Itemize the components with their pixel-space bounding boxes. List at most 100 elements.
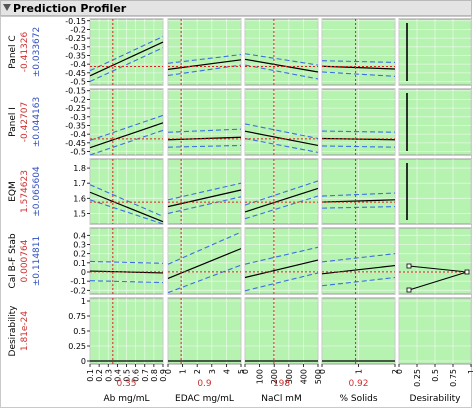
panel-1-2[interactable] [244, 88, 319, 156]
x-tick-label: 200 [270, 369, 279, 384]
fit-line-0-1 [167, 59, 242, 70]
x-tick-label: 0.2 [95, 369, 104, 382]
response-value: 1.574623 [20, 170, 30, 213]
ci-lower-line-0-1 [167, 64, 242, 76]
response-value: 1.81e-24 [20, 311, 30, 352]
y-tick-label: -0.5 [70, 148, 86, 157]
y-tick-label: -0.2 [70, 286, 86, 295]
factor-current-value: 0.9 [197, 379, 212, 389]
y-tick-label: -0.2 [70, 95, 86, 104]
fit-line-2-1 [167, 189, 242, 208]
y-tick-label: -0.35 [65, 121, 86, 130]
factor-name: NaCl mM [261, 394, 301, 404]
y-tick-label: 1.7 [73, 179, 86, 188]
ci-upper-line-1-0 [89, 114, 164, 141]
response-ci: ±0.044163 [32, 97, 42, 147]
y-tick-label: 0.75 [68, 312, 86, 321]
x-tick-label: 0 [395, 369, 404, 374]
ci-lower-line-1-0 [89, 129, 164, 156]
y-tick-label: -0.35 [65, 51, 86, 60]
response-value: 0.000764 [20, 239, 30, 282]
collapse-triangle-icon[interactable] [3, 4, 11, 11]
ci-lower-line-1-2 [244, 137, 319, 153]
ci-upper-line-3-1 [167, 231, 242, 265]
y-tick-label: -0.25 [65, 104, 86, 113]
response-name: Desirability [8, 305, 18, 357]
response-ci: ±0.065604 [32, 166, 42, 217]
ci-upper-line-0-3 [321, 60, 396, 63]
ci-lower-line-3-2 [244, 272, 319, 292]
x-tick-label: 0.6 [132, 369, 141, 382]
y-tick-label: -0.3 [70, 113, 86, 122]
ci-lower-line-1-3 [321, 145, 396, 148]
ci-upper-line-0-1 [167, 54, 242, 64]
x-tick-label: 0.4 [113, 369, 122, 382]
x-tick-label: 0 [241, 369, 250, 374]
y-tick-label: 0.2 [73, 250, 86, 259]
ci-lower-line-2-2 [244, 195, 319, 220]
y-tick-label: -0.2 [70, 25, 86, 34]
y-tick-label: 1.5 [73, 209, 86, 218]
profiler-frame: -0.15 -0.2 -0.25 -0.3 -0.35 -0.4 -0.45 -0.5 Pane… [0, 16, 473, 409]
ci-upper-line-0-0 [89, 36, 164, 72]
y-tick-label: -0.45 [65, 69, 86, 78]
ci-upper-line-2-0 [89, 184, 164, 217]
x-tick-label: 100 [256, 369, 265, 384]
y-tick-label: 0 [81, 357, 86, 366]
ci-lower-line-3-0 [89, 280, 164, 284]
x-tick-label: 0 [164, 369, 173, 374]
x-tick-label: 5 [237, 369, 246, 374]
factor-name: EDAC mg/mL [175, 394, 234, 404]
y-tick-label: -0.15 [65, 87, 86, 96]
x-tick-label: 0.25 [413, 369, 422, 387]
x-tick-label: 0.9 [159, 369, 168, 382]
response-name: Cal B-F Stab [8, 233, 18, 288]
x-tick-label: 500 [314, 369, 323, 384]
ci-lower-line-0-3 [321, 71, 396, 77]
x-tick-label: 1 [355, 369, 364, 374]
ci-lower-line-0-2 [244, 64, 319, 80]
fit-line-0-0 [89, 41, 164, 77]
desirability-handle-1[interactable] [406, 287, 412, 293]
factor-current-value: 198 [273, 379, 290, 389]
y-tick-label: 0.5 [73, 327, 86, 336]
ci-lower-line-3-3 [321, 276, 396, 287]
ci-lower-line-0-0 [89, 47, 164, 83]
y-tick-label: 0.4 [73, 231, 86, 240]
ci-lower-line-2-1 [167, 196, 242, 214]
y-tick-label: 0.25 [68, 342, 86, 351]
y-tick-label: -0.4 [70, 130, 86, 139]
fit-line-3-1 [167, 248, 242, 279]
desirability-handle-2[interactable] [464, 269, 470, 275]
y-tick-label: 1 [81, 297, 86, 306]
factor-name: Ab mg/mL [103, 394, 149, 404]
x-tick-label: 0.1 [86, 369, 95, 382]
fit-line-1-2 [244, 130, 319, 147]
prediction-profiler-chart[interactable]: -0.15-0.2-0.25-0.3-0.35-0.4-0.45-0.5Pane… [1, 17, 473, 409]
panel-0-1[interactable] [167, 18, 242, 86]
fit-line-1-0 [89, 122, 164, 149]
y-tick-label: 0 [81, 268, 86, 277]
panel-1-1[interactable] [167, 88, 242, 156]
desirability-handle-0[interactable] [406, 263, 412, 269]
factor-name: % Solids [339, 394, 377, 404]
panel-3-1[interactable] [167, 227, 242, 295]
ci-upper-line-3-2 [244, 246, 319, 265]
factor-current-value: 0.35 [116, 379, 136, 389]
x-tick-label: 400 [299, 369, 308, 384]
panel-2-1[interactable] [167, 158, 242, 225]
ci-lower-line-2-3 [321, 206, 396, 209]
panel-3-2[interactable] [244, 227, 319, 295]
ci-upper-line-1-3 [321, 130, 396, 133]
panel-0-2[interactable] [244, 18, 319, 86]
response-value: -0.41326 [20, 31, 30, 72]
y-tick-label: -0.5 [70, 78, 86, 87]
window-title: Prediction Profiler [13, 2, 127, 15]
x-tick-label: 3 [208, 369, 217, 374]
ci-lower-line-1-1 [167, 144, 242, 148]
factor-name: Desirability [410, 394, 462, 404]
y-tick-label: 1.6 [73, 194, 86, 203]
y-tick-label: -0.3 [70, 43, 86, 52]
y-tick-label: -0.4 [70, 60, 86, 69]
x-tick-label: 0.5 [431, 369, 440, 382]
